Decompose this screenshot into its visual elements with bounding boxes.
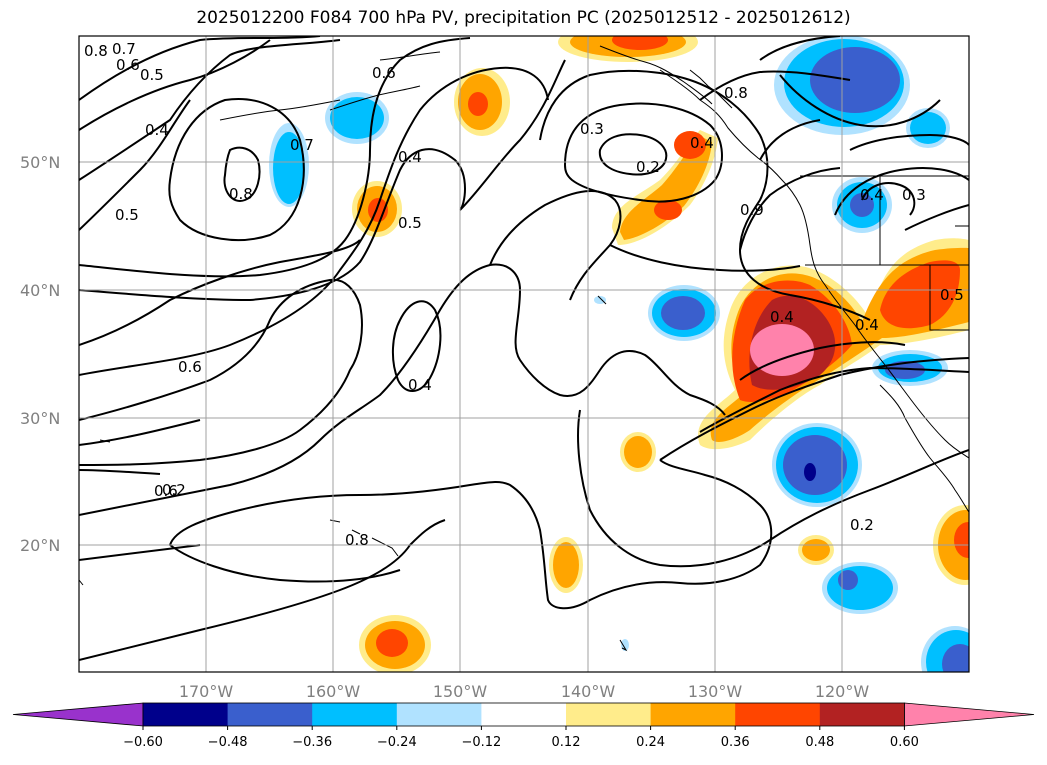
- lat-label: 40°N: [20, 281, 60, 300]
- precip-pos-region: [553, 542, 579, 588]
- contour-label: 0.5: [140, 66, 164, 84]
- contour-label: 0.7: [290, 136, 314, 154]
- contour-label: 0.5: [398, 214, 422, 232]
- lon-label: 140°W: [561, 682, 616, 701]
- lat-labels: 50°N 40°N 30°N 20°N: [20, 153, 60, 555]
- contour-label: 0.5: [115, 206, 139, 224]
- lat-label: 30°N: [20, 409, 60, 428]
- precip-pos-region: [624, 436, 652, 468]
- contour-label: 0.5: [940, 286, 964, 304]
- colorbar-extend-max: [904, 702, 1035, 727]
- colorbar-tick-label: −0.60: [123, 735, 163, 750]
- contour-label: 0.4: [855, 316, 879, 334]
- precip-pos-region: [674, 131, 706, 159]
- contour-label: 0.4: [145, 121, 169, 139]
- colorbar-segment: [481, 703, 567, 726]
- precip-pos-region: [802, 539, 830, 561]
- colorbar-segment: [312, 703, 398, 726]
- precip-neg-region: [273, 132, 305, 204]
- pv-contours: [79, 36, 969, 661]
- contour-label: 0.3: [902, 186, 926, 204]
- precip-neg-region: [850, 193, 874, 217]
- coastlines: [79, 45, 969, 652]
- contour-label: 0.4: [770, 308, 794, 326]
- colorbar-segment: [143, 703, 229, 726]
- contour-label: 0.4: [408, 376, 432, 394]
- lon-label: 150°W: [433, 682, 488, 701]
- lon-label: 160°W: [306, 682, 361, 701]
- colorbar-outline: [142, 702, 905, 727]
- colorbar: −0.60 −0.48 −0.36 −0.24 −0.12 0.12 0.24 0.36 0.4…: [12, 702, 1035, 750]
- colorbar-tick-label: 0.24: [636, 735, 665, 750]
- lon-label: 170°W: [179, 682, 234, 701]
- colorbar-tick-label: 0.12: [552, 735, 581, 750]
- colorbar-tick-label: −0.12: [461, 735, 501, 750]
- lon-label: 120°W: [815, 682, 870, 701]
- contour-label: 0.8: [229, 185, 253, 203]
- colorbar-segment: [650, 703, 736, 726]
- contour-label: 0.2: [162, 481, 186, 499]
- contour-label: 0.2: [636, 158, 660, 176]
- map-frame: [78, 35, 970, 673]
- contour-label: 0.2: [850, 516, 874, 534]
- precip-neg-region: [810, 47, 900, 113]
- contour-label: 0.4: [860, 186, 884, 204]
- graticule: [79, 36, 969, 672]
- precip-neg-region: [804, 463, 816, 481]
- colorbar-segment: [819, 703, 905, 726]
- lat-label: 20°N: [20, 536, 60, 555]
- precip-neg-region: [827, 566, 893, 610]
- contour-label: 0.3: [580, 120, 604, 138]
- precip-pos-region: [468, 92, 488, 116]
- colorbar-segment: [735, 703, 821, 726]
- map-title: 2025012200 F084 700 hPa PV, precipitatio…: [196, 8, 851, 28]
- colorbar-segment: [227, 703, 313, 726]
- lat-label: 50°N: [20, 153, 60, 172]
- colorbar-segment: [396, 703, 482, 726]
- precip-neg-region: [838, 570, 858, 590]
- precip-pos-region: [654, 200, 682, 220]
- contour-label: 0.8: [84, 42, 108, 60]
- colorbar-tick-label: −0.36: [292, 735, 332, 750]
- lon-label: 130°W: [688, 682, 743, 701]
- precip-pos-region: [954, 522, 969, 558]
- precip-pos-region: [612, 36, 668, 50]
- contour-labels: 0.8 0.7 0.6 0.5 0.4 0.7 0.8 0.5 0.6 0.4 …: [84, 40, 964, 549]
- colorbar-extend-min: [12, 702, 144, 727]
- colorbar-segment: [566, 703, 652, 726]
- lon-labels: 170°W 160°W 150°W 140°W 130°W 120°W: [179, 682, 870, 701]
- contour-label: 0.4: [398, 148, 422, 166]
- precip-neg-region: [661, 296, 705, 330]
- precip-pos-region: [376, 629, 408, 657]
- contour-label: 0.8: [345, 531, 369, 549]
- colorbar-tick-label: 0.48: [805, 735, 834, 750]
- contour-label: 0.8: [724, 84, 748, 102]
- colorbar-tick-label: 0.60: [890, 735, 919, 750]
- precip-neg-region: [942, 644, 969, 672]
- colorbar-tick-label: −0.48: [208, 735, 248, 750]
- colorbar-tick-label: 0.36: [721, 735, 750, 750]
- precip-pos-region: [750, 324, 814, 376]
- admin-borders: [800, 175, 969, 331]
- precip-pos-region: [880, 260, 960, 329]
- contour-label: 0.6: [178, 358, 202, 376]
- precip-neg-region: [594, 296, 606, 304]
- contour-label: 0.9: [740, 201, 764, 219]
- precip-neg-region: [783, 435, 847, 495]
- contour-label: 0.6: [372, 64, 396, 82]
- contour-label: 0.4: [690, 134, 714, 152]
- contour-label: 0.7: [112, 40, 136, 58]
- contour-label: 0.6: [154, 482, 178, 500]
- colorbar-tick-label: −0.24: [377, 735, 417, 750]
- contour-label: 0.6: [116, 56, 140, 74]
- precip-neg-region: [885, 361, 925, 379]
